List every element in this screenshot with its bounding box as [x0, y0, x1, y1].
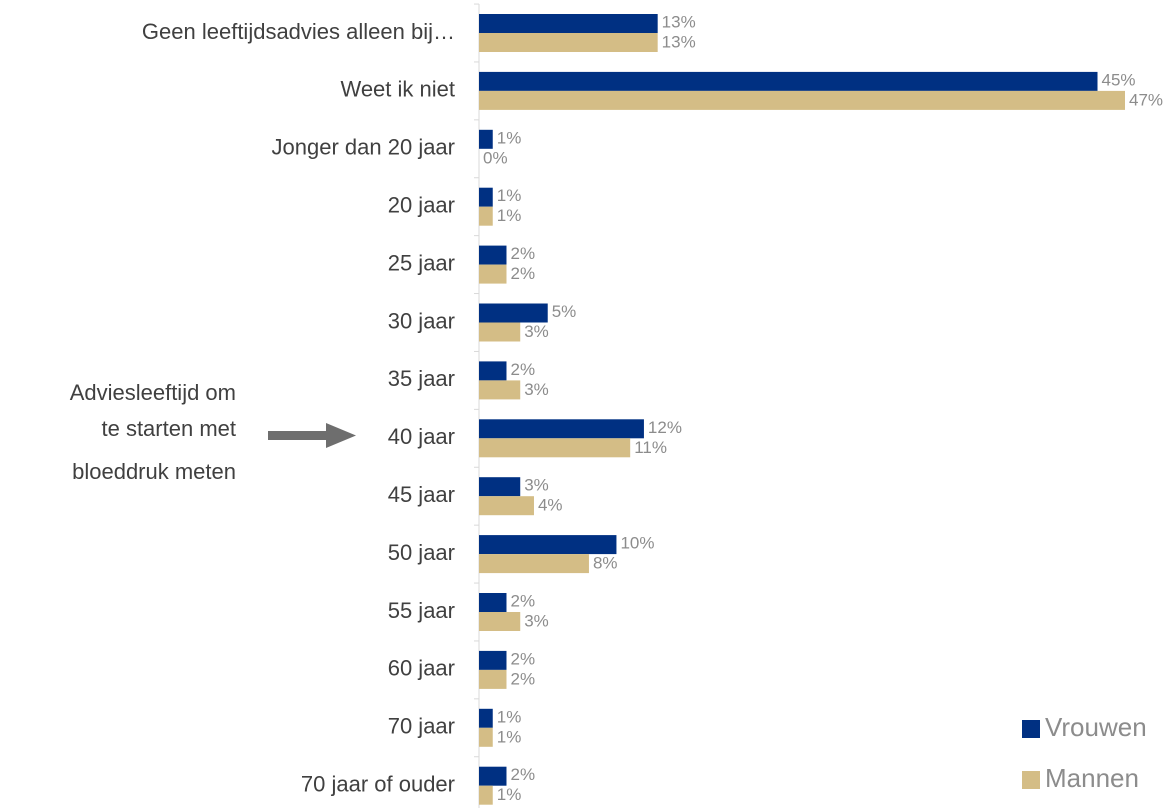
bar: [479, 535, 617, 555]
annotation: te starten met: [101, 416, 236, 441]
value-label: 3%: [524, 322, 549, 341]
value-label: 0%: [483, 148, 508, 167]
legend-swatch: [1022, 720, 1040, 738]
bar: [479, 438, 631, 458]
value-label: 1%: [497, 206, 522, 225]
annotation: Adviesleeftijd om: [70, 380, 236, 405]
bar: [479, 612, 521, 631]
bar: [479, 419, 644, 439]
bar: [479, 708, 493, 728]
value-label: 12%: [648, 418, 682, 437]
value-label: 1%: [497, 186, 522, 205]
value-label: 47%: [1129, 90, 1163, 109]
value-label: 2%: [510, 669, 535, 688]
value-label: 3%: [524, 611, 549, 630]
value-label: 3%: [524, 476, 549, 495]
value-label: 1%: [497, 785, 522, 804]
bar: [479, 245, 507, 265]
bar: [479, 33, 658, 52]
bar: [479, 477, 521, 497]
y-tick-label: Jonger dan 20 jaar: [272, 135, 455, 160]
y-tick-label: 70 jaar: [388, 714, 455, 739]
bar: [479, 361, 507, 381]
value-label: 2%: [510, 264, 535, 283]
value-label: 10%: [620, 534, 654, 553]
bar: [479, 71, 1098, 91]
y-tick-label: 50 jaar: [388, 540, 455, 565]
bar: [479, 129, 493, 149]
y-tick-label: 45 jaar: [388, 482, 455, 507]
bar: [479, 303, 548, 323]
bar: [479, 14, 658, 33]
value-label: 2%: [510, 591, 535, 610]
y-tick-label: 35 jaar: [388, 366, 455, 391]
value-label: 45%: [1102, 70, 1136, 89]
legend-swatch: [1022, 771, 1040, 789]
y-tick-label: 60 jaar: [388, 656, 455, 681]
y-tick-label: 40 jaar: [388, 424, 455, 449]
bar: [479, 496, 534, 516]
bar: [479, 380, 521, 400]
bar: [479, 766, 507, 786]
arrow: [268, 423, 356, 448]
bar: [479, 554, 589, 574]
y-tick-label: 20 jaar: [388, 193, 455, 218]
y-tick-label: 55 jaar: [388, 598, 455, 623]
bar: [479, 206, 493, 226]
value-label: 1%: [497, 727, 522, 746]
value-label: 2%: [510, 649, 535, 668]
legend-label: Vrouwen: [1045, 712, 1147, 742]
annotation: bloeddruk meten: [72, 459, 236, 484]
value-label: 8%: [593, 554, 618, 573]
y-tick-label: 25 jaar: [388, 250, 455, 275]
value-label: 1%: [497, 707, 522, 726]
value-label: 4%: [538, 496, 563, 515]
y-tick-label: Geen leeftijdsadvies alleen bij…: [142, 19, 455, 44]
legend-label: Mannen: [1045, 763, 1139, 793]
bar: [479, 669, 507, 689]
value-label: 5%: [552, 302, 577, 321]
bar: [479, 727, 493, 747]
value-label: 2%: [510, 765, 535, 784]
bar: [479, 90, 1125, 110]
value-label: 1%: [497, 128, 522, 147]
bar: [479, 785, 493, 805]
y-tick-label: 70 jaar of ouder: [301, 772, 455, 797]
value-label: 11%: [634, 438, 667, 457]
bar: [479, 187, 493, 207]
bar: [479, 593, 507, 612]
value-label: 2%: [510, 360, 535, 379]
value-label: 13%: [662, 32, 696, 51]
value-label: 3%: [524, 380, 549, 399]
y-tick-label: 30 jaar: [388, 308, 455, 333]
bar: [479, 650, 507, 670]
value-label: 13%: [662, 12, 696, 31]
bar: [479, 322, 521, 342]
bar: [479, 264, 507, 284]
value-label: 2%: [510, 244, 535, 263]
y-tick-label: Weet ik niet: [340, 77, 455, 102]
